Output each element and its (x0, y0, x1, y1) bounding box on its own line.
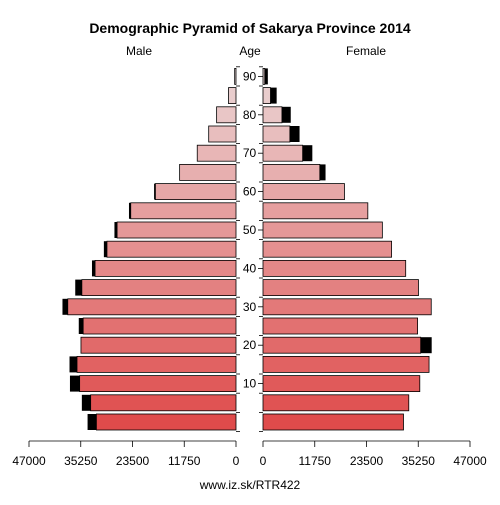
male-excess-bar-50-54 (114, 222, 118, 238)
male-excess-bar-10-14 (69, 375, 80, 392)
male-bar-50-54 (116, 221, 237, 239)
male-bar-5-9 (90, 394, 237, 412)
female-excess-bar-80-84 (281, 106, 291, 123)
male-excess-bar-60-64 (154, 183, 156, 200)
female-bar-10-14 (262, 375, 421, 393)
female-bar-75-79 (262, 125, 291, 143)
age-tick-label: 70 (243, 146, 257, 160)
male-bar-70-74 (196, 144, 237, 162)
female-excess-bar-65-69 (319, 164, 326, 181)
female-bar-70-74 (262, 144, 304, 162)
female-excess-bar-70-74 (302, 145, 313, 162)
female-bar-45-49 (262, 240, 393, 258)
male-bar-60-64 (155, 183, 237, 201)
female-bar-35-39 (262, 279, 419, 297)
female-x-tick-label: 0 (260, 454, 267, 468)
footer-url: www.iz.sk/RTR422 (199, 478, 301, 492)
male-excess-bar-25-29 (78, 318, 84, 334)
male-bar-65-69 (179, 163, 237, 181)
male-excess-bar-45-49 (103, 241, 107, 258)
age-tick-label: 10 (243, 377, 257, 391)
male-bar-15-19 (76, 355, 237, 373)
female-bar-25-29 (262, 317, 418, 335)
age-tick-label: 90 (243, 69, 257, 83)
male-bar-40-44 (94, 259, 237, 277)
female-x-tick-label: 23500 (350, 454, 384, 468)
female-label: Female (346, 44, 386, 58)
male-bar-10-14 (79, 375, 237, 393)
male-bar-35-39 (81, 279, 237, 297)
female-bar-65-69 (262, 163, 321, 181)
male-bar-80-84 (216, 106, 237, 124)
male-excess-bar-35-39 (75, 279, 82, 296)
female-bar-40-44 (262, 259, 407, 277)
female-bar-15-19 (262, 355, 430, 373)
age-tick-label: 30 (243, 300, 257, 314)
male-x-tick-label: 35250 (64, 454, 98, 468)
male-bar-55-59 (130, 202, 237, 220)
age-tick-label: 20 (243, 338, 257, 352)
female-bar-20-24 (262, 336, 422, 354)
female-x-tick-label: 47000 (453, 454, 487, 468)
female-bar-90+ (262, 68, 266, 85)
male-excess-bar-0-4 (87, 414, 97, 430)
male-x-tick-label: 0 (233, 454, 240, 468)
age-label: Age (239, 44, 261, 58)
male-x-tick-label: 47000 (12, 454, 46, 468)
chart-title: Demographic Pyramid of Sakarya Province … (89, 20, 411, 36)
female-x-tick-label: 35250 (402, 454, 436, 468)
male-bar-25-29 (82, 317, 237, 335)
male-excess-bar-55-59 (128, 202, 131, 219)
male-bar-30-34 (67, 298, 237, 316)
bars-group (62, 68, 432, 431)
male-bar-20-24 (80, 336, 237, 354)
female-bar-0-4 (262, 413, 404, 431)
female-excess-bar-90+ (264, 68, 268, 85)
male-label: Male (126, 44, 152, 58)
female-excess-bar-20-24 (420, 337, 432, 354)
female-excess-bar-75-79 (289, 126, 300, 142)
male-excess-bar-30-34 (62, 298, 68, 315)
male-bar-75-79 (208, 125, 237, 143)
female-bar-5-9 (262, 394, 410, 412)
female-bar-55-59 (262, 202, 369, 220)
male-bar-0-4 (95, 413, 237, 431)
female-bar-50-54 (262, 221, 383, 239)
female-x-tick-label: 11750 (299, 454, 332, 468)
female-bar-30-34 (262, 298, 432, 316)
male-excess-bar-5-9 (81, 394, 91, 411)
male-x-tick-label: 23500 (116, 454, 150, 468)
female-bar-60-64 (262, 183, 345, 201)
male-x-tick-label: 11750 (168, 454, 201, 468)
female-excess-bar-85-89 (270, 87, 277, 104)
age-tick-label: 80 (243, 108, 257, 122)
male-bar-90+ (234, 68, 237, 85)
age-tick-label: 50 (243, 223, 257, 237)
age-tick-label: 40 (243, 261, 257, 275)
female-bar-80-84 (262, 106, 283, 124)
age-tick-label: 60 (243, 185, 257, 199)
axes-group: 10 20 30 40 50 60 70 80 90 47000 0 35250 11750 23500 2… (12, 66, 487, 468)
male-excess-bar-15-19 (69, 356, 78, 373)
male-bar-85-89 (228, 87, 237, 104)
male-excess-bar-40-44 (91, 260, 96, 277)
male-bar-45-49 (106, 240, 237, 258)
female-bar-85-89 (262, 87, 271, 104)
